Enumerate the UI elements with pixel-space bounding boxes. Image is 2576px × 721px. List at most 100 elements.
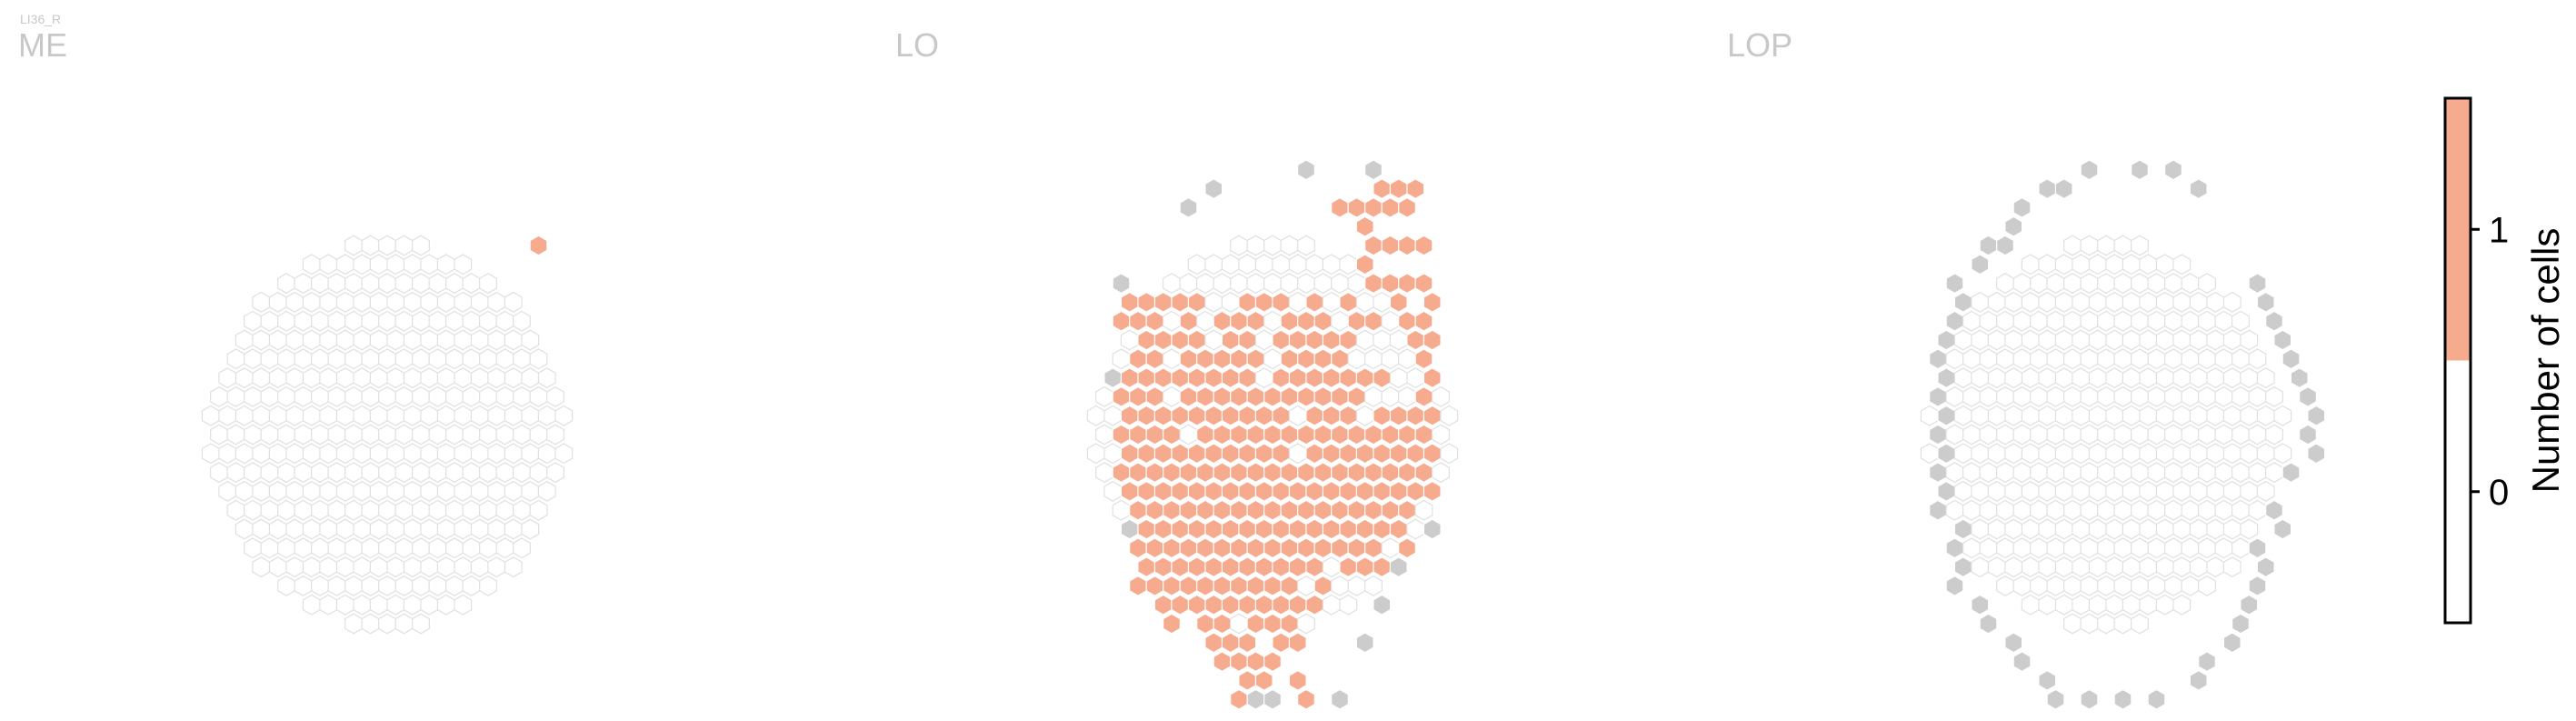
hex-cell-empty — [1322, 291, 1341, 313]
hex-cell-empty — [403, 291, 422, 313]
hex-cell-empty — [1971, 405, 1990, 426]
hex-cell-value-1 — [1414, 462, 1433, 484]
hex-cell-empty — [1971, 291, 1990, 313]
hex-cell-empty — [2131, 235, 2149, 256]
hex-cell-empty — [2004, 518, 2023, 540]
hex-cell-value-1 — [1163, 613, 1181, 635]
hex-cell-empty — [504, 405, 523, 426]
hex-cell-empty — [412, 235, 430, 256]
hex-cell-empty — [260, 424, 279, 446]
hex-cell-empty — [2072, 594, 2091, 616]
hex-cell-empty — [420, 443, 439, 465]
hex-cell-value-1 — [1347, 386, 1366, 407]
hex-cell-empty — [235, 480, 254, 502]
hex-cell-empty — [412, 537, 430, 559]
hex-cell-empty — [420, 556, 439, 578]
hex-cell-value-1 — [1263, 613, 1282, 635]
hex-cell-empty — [521, 405, 540, 426]
hex-cell-value-1 — [1238, 329, 1257, 351]
hex-cell-boundary — [1204, 178, 1223, 200]
hex-cell-empty — [1945, 499, 1964, 521]
hex-cell-value-1 — [1339, 556, 1358, 578]
hex-cell-empty — [260, 537, 279, 559]
hex-cell-empty — [244, 348, 262, 370]
hex-cell-value-1 — [1263, 537, 1282, 559]
hex-cell-empty — [1962, 424, 1981, 446]
hex-cell-empty — [210, 462, 228, 484]
hex-cell-empty — [1381, 348, 1400, 370]
hex-cell-empty — [2256, 367, 2275, 389]
hex-cell-empty — [495, 462, 514, 484]
hex-cell-empty — [1297, 613, 1315, 635]
hex-cell-value-1 — [1347, 499, 1366, 521]
hex-cell-empty — [1440, 405, 1459, 426]
hex-cell-value-1 — [1364, 499, 1383, 521]
hex-cell-empty — [2131, 424, 2149, 446]
hex-cell-value-1 — [1213, 651, 1232, 673]
hex-cell-empty — [335, 480, 354, 502]
hex-cell-empty — [2113, 235, 2132, 256]
hex-cell-boundary — [2273, 329, 2292, 351]
hex-cell-empty — [470, 405, 489, 426]
hex-cell-empty — [403, 556, 422, 578]
hex-cell-empty — [2206, 367, 2225, 389]
hex-cell-empty — [2155, 367, 2174, 389]
hex-cell-empty — [546, 462, 564, 484]
hex-cell-value-1 — [1414, 348, 1433, 370]
hex-cell-boundary — [1937, 480, 1956, 502]
hex-cell-empty — [2046, 462, 2065, 484]
hex-cell-boundary — [1929, 424, 1947, 446]
hex-cell-empty — [2097, 499, 2115, 521]
hex-cell-value-1 — [1153, 291, 1173, 313]
hex-cell-empty — [2021, 480, 2040, 502]
hex-cell-boundary — [1953, 518, 1972, 540]
hex-cell-value-1 — [1254, 556, 1273, 578]
hex-cell-value-1 — [1305, 556, 1324, 578]
hex-cell-value-1 — [1171, 367, 1190, 389]
hex-cell-value-1 — [1187, 367, 1206, 389]
hex-cell-empty — [495, 310, 514, 332]
hex-cell-empty — [277, 386, 295, 407]
hex-cell-empty — [2198, 273, 2216, 295]
hex-cell-value-1 — [1230, 424, 1248, 446]
hex-cell-empty — [319, 405, 338, 426]
hex-cell-empty — [369, 480, 388, 502]
hex-cell-empty — [1297, 235, 1315, 256]
panel-title-me: ME — [18, 26, 67, 64]
hex-cell-empty — [1230, 235, 1248, 256]
hex-cell-value-1 — [1398, 196, 1416, 218]
hex-cell-value-1 — [1305, 329, 1324, 351]
hex-cell-boundary — [1246, 688, 1265, 710]
hex-cell-empty — [546, 424, 564, 446]
hex-cell-empty — [504, 367, 523, 389]
hex-cell-value-1 — [1322, 329, 1341, 351]
hex-cell-empty — [2105, 405, 2124, 426]
hex-cell-value-1 — [1129, 499, 1147, 521]
hex-cell-empty — [302, 291, 321, 313]
hex-cell-empty — [2198, 462, 2216, 484]
hex-cell-empty — [2088, 556, 2107, 578]
hex-cell-empty — [513, 424, 531, 446]
hex-cell-boundary — [1979, 235, 1998, 256]
hex-cell-empty — [1979, 348, 1998, 370]
hex-cell-value-1 — [1221, 405, 1240, 426]
hex-cell-boundary — [1979, 613, 1998, 635]
hex-cell-empty — [1364, 386, 1383, 407]
hex-cell-value-1 — [1145, 499, 1164, 521]
hex-cell-empty — [436, 480, 455, 502]
hex-cell-empty — [1987, 556, 2006, 578]
hex-cell-empty — [1254, 254, 1273, 275]
hex-cell-value-1 — [1238, 518, 1257, 540]
hex-cell-value-1 — [1322, 443, 1341, 465]
colorbar-tick-label: 0 — [2489, 473, 2509, 513]
hex-cell-value-1 — [1137, 443, 1156, 465]
hex-cell-empty — [1120, 329, 1139, 351]
hex-cell-empty — [311, 348, 329, 370]
hex-cell-empty — [311, 424, 329, 446]
hex-cell-empty — [2038, 556, 2057, 578]
hex-cell-empty — [2155, 329, 2174, 351]
hex-cell-empty — [529, 424, 548, 446]
hex-cell-value-1 — [1179, 462, 1198, 484]
hex-cell-empty — [436, 443, 455, 465]
hex-cell-value-1 — [1246, 537, 1265, 559]
